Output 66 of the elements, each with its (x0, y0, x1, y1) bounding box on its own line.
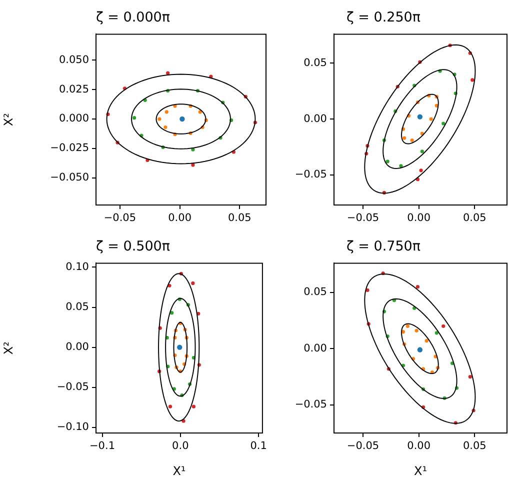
point (468, 374, 472, 379)
chart-title: ζ = 0.750π (346, 238, 421, 255)
x-tick-label: 0.00 (407, 440, 431, 452)
point (429, 117, 433, 121)
y-tick-label: 0.00 (304, 112, 327, 125)
point (414, 328, 418, 332)
point (177, 344, 182, 350)
y-tick-label: 0.00 (304, 342, 327, 354)
point (442, 122, 446, 126)
point (417, 114, 423, 120)
point (191, 163, 195, 167)
y-tick-label: 0.000 (58, 112, 89, 125)
y-tick-label: 0.05 (66, 300, 89, 313)
point (168, 404, 172, 408)
x-tick-label: 0.05 (462, 440, 486, 452)
x-tick-label: 0.1 (250, 440, 267, 452)
point (170, 311, 174, 315)
point (164, 110, 168, 114)
chart-title: ζ = 0.500π (96, 238, 170, 255)
point (434, 331, 438, 335)
point (191, 281, 195, 286)
y-tick-label: −0.050 (50, 172, 89, 184)
y-tick-label: −0.025 (50, 142, 89, 154)
point (416, 285, 420, 289)
point (192, 404, 196, 408)
chart-title: ζ = 0.000π (96, 10, 170, 26)
y-tick-label: −0.05 (294, 398, 327, 411)
y-tick-label: 0.10 (66, 260, 89, 273)
x-tick-label: −0.05 (346, 212, 380, 224)
point (158, 117, 162, 121)
x-axis-title: X¹ (172, 464, 186, 478)
point (132, 116, 136, 120)
point (419, 168, 423, 172)
point (410, 138, 414, 142)
point (402, 136, 406, 140)
y-tick-label: 0.025 (58, 83, 89, 96)
point (424, 338, 428, 343)
y-tick-label: −0.10 (56, 421, 89, 434)
y-tick-label: −0.05 (56, 381, 89, 394)
point (198, 110, 202, 114)
x-tick-label: 0.00 (407, 212, 431, 224)
y-tick-label: 0.05 (304, 286, 327, 298)
point (164, 125, 168, 130)
x-tick-label: 0.00 (168, 212, 192, 224)
chart-title: ζ = 0.250π (346, 10, 421, 26)
point (442, 324, 446, 328)
x-tick-label: −0.05 (104, 212, 136, 224)
point (166, 71, 170, 75)
x-tick-label: 0.05 (228, 212, 252, 224)
y-axis-title: X² (1, 112, 16, 126)
point (180, 116, 185, 122)
y-tick-label: 0.05 (304, 56, 327, 69)
x-tick-label: 0.05 (462, 212, 486, 224)
y-axis-title: X² (1, 341, 16, 355)
point (470, 78, 474, 82)
x-tick-label: −0.1 (90, 440, 115, 452)
point (386, 160, 390, 164)
x-tick-label: 0.0 (172, 440, 189, 452)
point (420, 150, 424, 154)
point (417, 347, 423, 352)
x-axis-title: X¹ (414, 464, 428, 478)
y-tick-label: 0.00 (66, 341, 89, 354)
point (406, 324, 410, 328)
y-tick-label: −0.05 (294, 168, 327, 181)
y-tick-label: 0.050 (58, 54, 89, 66)
x-tick-label: −0.05 (346, 440, 380, 452)
